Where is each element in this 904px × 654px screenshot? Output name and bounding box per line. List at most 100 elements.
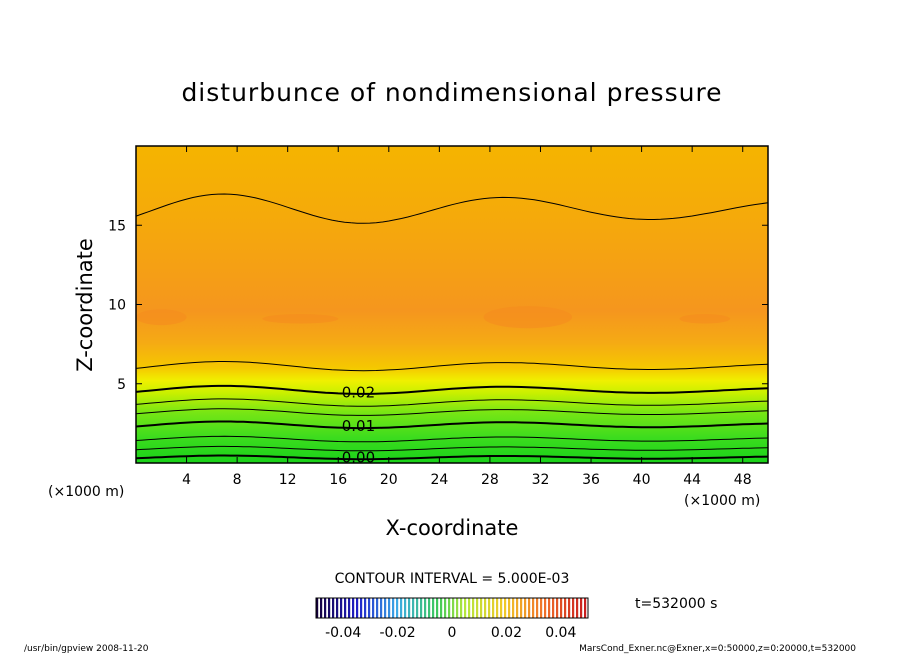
colorbar-stripe	[584, 598, 587, 618]
colorbar-stripe	[320, 598, 323, 618]
colorbar-stripe	[540, 598, 543, 618]
x-unit-left: (×1000 m)	[48, 484, 124, 500]
colorbar-stripe	[404, 598, 407, 618]
colorbar-stripe	[472, 598, 475, 618]
colorbar-stripe	[480, 598, 483, 618]
colorbar-tick-label: 0.02	[491, 625, 522, 641]
colorbar-stripe	[352, 598, 355, 618]
colorbar-stripe	[348, 598, 351, 618]
x-tick-label: 12	[279, 472, 297, 488]
chart-title: disturbunce of nondimensional pressure	[181, 78, 722, 107]
colorbar-stripe	[576, 598, 579, 618]
colorbar-stripe	[324, 598, 327, 618]
field-max-region	[679, 314, 731, 324]
colorbar-tick-label: 0	[448, 625, 457, 641]
colorbar-stripe	[532, 598, 535, 618]
colorbar-stripe	[560, 598, 563, 618]
colorbar-tick-label: 0.04	[545, 625, 576, 641]
x-tick-label: 32	[532, 472, 550, 488]
x-axis-label: X-coordinate	[386, 516, 519, 540]
contour-line	[136, 445, 768, 452]
x-axis: 4 8 12 16 20 24 28 32 36 40 44 48	[182, 146, 752, 488]
colorbar-stripe	[360, 598, 363, 618]
contour-label-group: 0.02 0.01 0.00	[342, 384, 375, 467]
colorbar-stripe	[396, 598, 399, 618]
colorbar-stripe	[452, 598, 455, 618]
contour-line	[136, 384, 768, 395]
colorbar-stripe	[372, 598, 375, 618]
field-fill	[136, 146, 768, 463]
time-label: t=532000 s	[635, 596, 717, 612]
x-tick-label: 36	[582, 472, 600, 488]
colorbar-stripe	[436, 598, 439, 618]
x-tick-label: 48	[734, 472, 752, 488]
colorbar-stripe	[460, 598, 463, 618]
colorbar-stripe	[388, 598, 391, 618]
colorbar-tick-label: -0.02	[379, 625, 415, 641]
contour-line	[136, 193, 768, 224]
x-tick-label: 8	[233, 472, 242, 488]
colorbar-stripe	[572, 598, 575, 618]
contour-line	[136, 398, 768, 407]
colorbar-stripe	[500, 598, 503, 618]
field-max-region	[483, 306, 573, 329]
colorbar-stripe	[484, 598, 487, 618]
colorbar-stripe	[524, 598, 527, 618]
colorbar-stripe	[392, 598, 395, 618]
colorbar-stripe	[416, 598, 419, 618]
x-tick-label: 28	[481, 472, 499, 488]
colorbar-stripe	[376, 598, 379, 618]
y-axis-label: Z-coordinate	[73, 238, 97, 372]
colorbar-stripe	[520, 598, 523, 618]
colorbar-stripe	[428, 598, 431, 618]
colorbar-frame	[315, 597, 589, 619]
colorbar-stripe	[332, 598, 335, 618]
colorbar-stripe	[440, 598, 443, 618]
colorbar-stripe	[488, 598, 491, 618]
colorbar-stripe	[448, 598, 451, 618]
colorbar-stripe	[456, 598, 459, 618]
plot-area	[136, 146, 768, 463]
colorbar-stripe	[504, 598, 507, 618]
contour-label: 0.02	[342, 384, 375, 402]
colorbar-stripe	[344, 598, 347, 618]
colorbar-stripe	[364, 598, 367, 618]
contour-label: 0.01	[342, 417, 375, 435]
x-tick-label: 16	[329, 472, 347, 488]
colorbar-stripe	[492, 598, 495, 618]
contour-interval-label: CONTOUR INTERVAL = 5.000E-03	[335, 571, 570, 587]
colorbar-stripe	[464, 598, 467, 618]
contour-line	[136, 454, 768, 461]
colorbar-stripe	[316, 598, 319, 618]
x-unit-right: (×1000 m)	[684, 493, 760, 509]
x-tick-label: 24	[430, 472, 448, 488]
colorbar-stripe	[408, 598, 411, 618]
colorbar-stripe	[508, 598, 511, 618]
colorbar-stripe	[528, 598, 531, 618]
footer-right: MarsCond_Exner.nc@Exner,x=0:50000,z=0:20…	[579, 644, 856, 654]
contour-line	[136, 435, 768, 443]
contour-line	[136, 361, 768, 372]
colorbar-stripe	[468, 598, 471, 618]
field-max-region	[262, 314, 339, 324]
contour-label: 0.00	[342, 449, 375, 467]
contour-lines	[136, 193, 768, 461]
colorbar	[316, 598, 587, 618]
colorbar-stripe	[580, 598, 583, 618]
contour-line	[136, 420, 768, 430]
colorbar-stripe	[336, 598, 339, 618]
colorbar-stripe	[548, 598, 551, 618]
colorbar-stripe	[368, 598, 371, 618]
y-tick-label: 5	[117, 377, 126, 393]
y-axis: 5 10 15	[108, 218, 768, 393]
y-tick-label: 15	[108, 218, 126, 234]
colorbar-ticks: -0.04 -0.02 0 0.02 0.04	[325, 625, 576, 641]
colorbar-stripe	[564, 598, 567, 618]
colorbar-stripe	[328, 598, 331, 618]
colorbar-stripe	[340, 598, 343, 618]
colorbar-stripe	[568, 598, 571, 618]
x-tick-label: 20	[380, 472, 398, 488]
colorbar-stripe	[384, 598, 387, 618]
colorbar-stripe	[496, 598, 499, 618]
